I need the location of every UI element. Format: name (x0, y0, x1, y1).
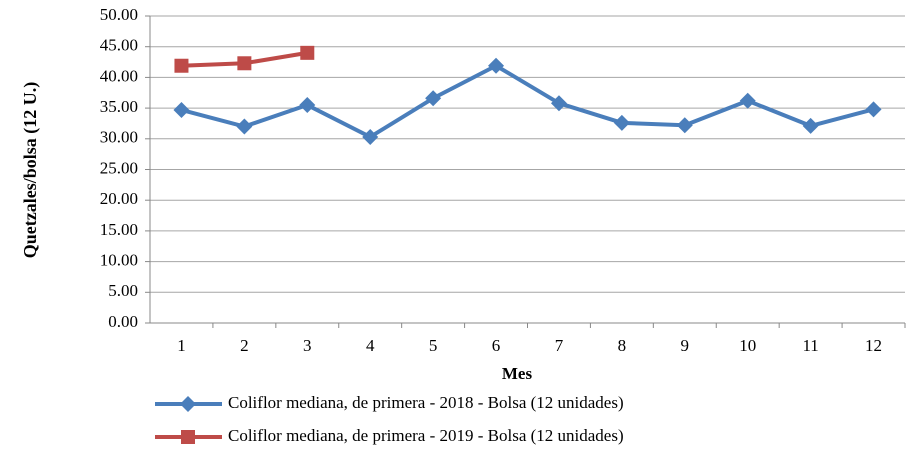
legend-marker (180, 396, 196, 412)
x-tick-label: 2 (240, 336, 249, 355)
x-tick-label: 1 (177, 336, 186, 355)
data-point (173, 101, 190, 118)
series-line (180, 63, 875, 139)
y-axis-title: Quetzales/bolsa (12 U.) (20, 82, 41, 258)
data-point (425, 90, 442, 107)
x-tick-label: 3 (303, 336, 312, 355)
x-axis-title: Mes (502, 364, 533, 383)
x-tick-label: 10 (739, 336, 756, 355)
x-tick-label: 12 (865, 336, 882, 355)
y-tick-label: 50.00 (100, 5, 138, 24)
data-point (613, 114, 630, 131)
data-point (299, 97, 316, 114)
data-point (236, 118, 253, 135)
data-point (550, 95, 567, 112)
data-point (865, 101, 882, 118)
x-tick-label: 7 (555, 336, 564, 355)
legend-label: Coliflor mediana, de primera - 2019 - Bo… (228, 426, 624, 445)
y-tick-label: 35.00 (100, 97, 138, 116)
data-point (488, 57, 505, 74)
x-tick-label: 11 (802, 336, 818, 355)
x-tick-label: 9 (681, 336, 690, 355)
data-point (676, 117, 693, 134)
x-tick-label: 5 (429, 336, 438, 355)
y-tick-label: 10.00 (100, 251, 138, 270)
data-point (300, 45, 315, 60)
y-tick-label: 15.00 (100, 220, 138, 239)
legend-marker (181, 430, 195, 444)
data-point (802, 117, 819, 134)
y-tick-label: 45.00 (100, 36, 138, 55)
y-tick-label: 5.00 (108, 281, 138, 300)
y-tick-label: 0.00 (108, 312, 138, 331)
data-point (362, 128, 379, 145)
x-tick-label: 4 (366, 336, 375, 355)
y-tick-label: 25.00 (100, 158, 138, 177)
y-tick-label: 20.00 (100, 189, 138, 208)
data-point (237, 56, 252, 71)
legend-label: Coliflor mediana, de primera - 2018 - Bo… (228, 393, 624, 412)
y-tick-label: 30.00 (100, 128, 138, 147)
x-tick-label: 6 (492, 336, 501, 355)
data-point (174, 58, 189, 73)
x-tick-label: 8 (618, 336, 627, 355)
y-tick-label: 40.00 (100, 66, 138, 85)
data-point (739, 92, 756, 109)
